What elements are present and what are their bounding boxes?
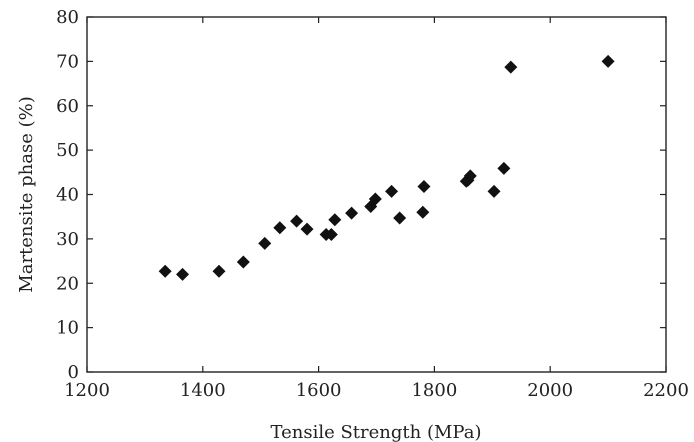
y-tick-label: 80 — [56, 7, 79, 28]
data-point-diamond — [273, 221, 287, 235]
y-tick-label: 50 — [56, 140, 79, 161]
data-point-diamond — [324, 227, 338, 241]
y-tick-label: 0 — [68, 362, 79, 383]
axis-ticks: 1200 1400 1600 1800 2000 2200 0 10 20 30 40 50 60 70 8… — [56, 7, 689, 401]
data-point-diamond — [601, 54, 615, 68]
x-tick-label: 1600 — [296, 380, 342, 401]
data-point-diamond — [258, 236, 272, 250]
y-tick-label: 30 — [56, 229, 79, 250]
data-point-diamond — [497, 161, 511, 175]
data-point-diamond — [328, 213, 342, 227]
y-tick-label: 70 — [56, 51, 79, 72]
data-point-diamond — [290, 214, 304, 228]
plot-frame — [86, 16, 667, 373]
data-points — [158, 54, 615, 281]
data-point-diamond — [393, 211, 407, 225]
y-tick-label: 60 — [56, 96, 79, 117]
x-tick-label: 1200 — [64, 380, 110, 401]
data-point-diamond — [345, 206, 359, 220]
data-point-diamond — [300, 222, 314, 236]
data-point-diamond — [158, 264, 172, 278]
y-axis-label: Martensite phase (%) — [16, 96, 37, 292]
data-point-diamond — [385, 184, 399, 198]
data-point-diamond — [463, 169, 477, 183]
x-axis-label: Tensile Strength (MPa) — [271, 422, 482, 442]
data-point-diamond — [236, 255, 250, 269]
y-tick-label: 10 — [56, 318, 79, 339]
y-tick-label: 20 — [56, 273, 79, 294]
data-point-diamond — [176, 267, 190, 281]
x-tick-label: 2000 — [527, 380, 573, 401]
x-tick-label: 1800 — [411, 380, 457, 401]
data-point-diamond — [504, 60, 518, 74]
data-point-diamond — [212, 264, 226, 278]
data-point-diamond — [487, 184, 501, 198]
x-tick-label: 1400 — [180, 380, 226, 401]
y-tick-label: 40 — [56, 185, 79, 206]
data-point-diamond — [417, 180, 431, 194]
data-point-diamond — [368, 192, 382, 206]
x-tick-label: 2200 — [643, 380, 689, 401]
data-point-diamond — [416, 205, 430, 219]
